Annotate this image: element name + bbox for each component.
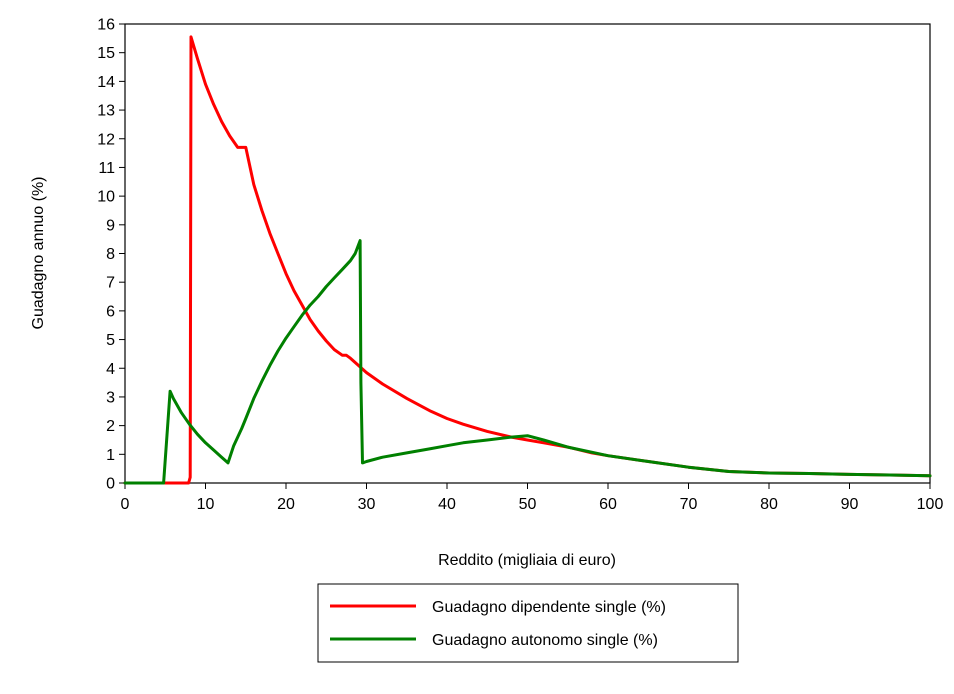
y-tick-label: 1 [106,447,115,464]
y-tick-label: 6 [106,303,115,320]
legend: Guadagno dipendente single (%) Guadagno a… [317,583,739,663]
x-tick-label: 90 [841,496,859,513]
x-tick-label: 40 [438,496,456,513]
plot-frame [124,23,931,484]
y-tick-label: 8 [106,246,115,263]
y-tick-label: 13 [97,103,115,120]
x-axis-title: Reddito (migliaia di euro) [438,552,616,569]
x-tick-label: 20 [277,496,295,513]
series-line-2 [123,239,932,485]
y-tick-label: 2 [106,418,115,435]
y-tick-label: 4 [106,361,115,378]
x-tick-label: 80 [760,496,778,513]
y-axis-title: Guadagno annuo (%) [30,177,47,330]
y-tick-label: 7 [106,275,115,292]
y-tick-label: 15 [97,45,115,62]
x-tick-label: 50 [519,496,537,513]
y-tick-label: 14 [97,74,115,91]
y-tick-label: 3 [106,389,115,406]
x-tick-label: 70 [680,496,698,513]
legend-label-1: Guadagno dipendente single (%) [432,599,666,616]
y-tick-label: 9 [106,217,115,234]
x-tick-label: 10 [197,496,215,513]
y-tick-label: 0 [106,476,115,493]
legend-items: Guadagno dipendente single (%) Guadagno a… [330,599,666,649]
x-tick-label: 100 [917,496,944,513]
legend-label-2: Guadagno autonomo single (%) [432,632,658,649]
x-tick-label: 0 [121,496,130,513]
y-tick-label: 16 [97,17,115,34]
legend-box [317,583,739,663]
x-tick-label: 30 [358,496,376,513]
y-tick-label: 12 [97,131,115,148]
series-lines [123,35,932,485]
y-tick-label: 11 [98,160,115,177]
y-tick-label: 10 [97,189,115,206]
x-tick-label: 60 [599,496,617,513]
y-tick-label: 5 [106,332,115,349]
x-axis-ticks: 0 10 20 30 40 50 60 70 80 90 100 [121,483,944,513]
